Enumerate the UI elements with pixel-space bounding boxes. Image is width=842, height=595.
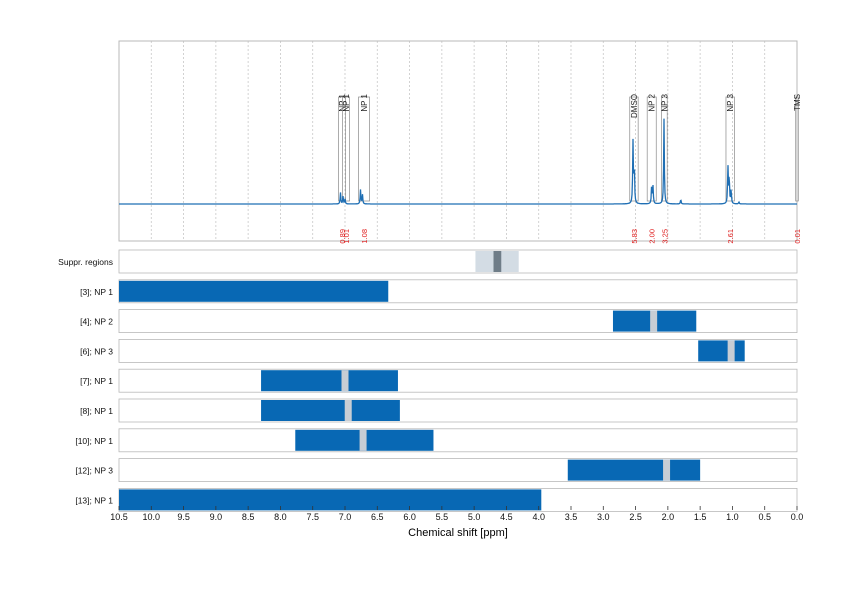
annotation-label: NP 1 xyxy=(360,93,369,111)
integral-value: 2.61 xyxy=(726,229,735,244)
range-bar xyxy=(261,400,400,421)
range-bar xyxy=(698,340,745,362)
row-label: [3]; NP 1 xyxy=(80,287,113,297)
x-tick-label: 4.0 xyxy=(532,512,545,522)
x-tick-label: 1.0 xyxy=(726,512,739,522)
x-tick-label: 10.5 xyxy=(110,512,128,522)
annotation-label: NP 3 xyxy=(726,93,735,111)
integral-value: 0.01 xyxy=(793,229,802,244)
row-frame xyxy=(118,368,798,393)
annotation-box xyxy=(725,96,735,202)
integral-value: 3.25 xyxy=(660,229,669,244)
x-axis-label: Chemical shift [ppm] xyxy=(408,527,508,539)
annotation-label: NP 2 xyxy=(648,93,657,111)
x-tick-label: 3.5 xyxy=(565,512,578,522)
row-label: [10]; NP 1 xyxy=(75,436,113,446)
row-label: [8]; NP 1 xyxy=(80,406,113,416)
annotation-box xyxy=(795,96,799,202)
row-label: [13]; NP 1 xyxy=(75,495,113,505)
row-label: [7]; NP 1 xyxy=(80,376,113,386)
x-tick-label: 9.0 xyxy=(210,512,223,522)
annotation-box xyxy=(646,96,657,202)
annotation-label: DMSO xyxy=(630,94,639,118)
range-bar xyxy=(119,280,389,302)
x-tick-label: 3.0 xyxy=(597,512,610,522)
row-frame xyxy=(118,338,798,363)
range-marker xyxy=(650,310,658,332)
annotation-label: NP 1 xyxy=(342,93,351,111)
range-bar xyxy=(119,489,542,511)
range-marker xyxy=(727,340,735,362)
range-marker xyxy=(341,370,349,392)
x-tick-label: 5.5 xyxy=(436,512,449,522)
integral-value: 1.01 xyxy=(342,229,351,244)
annotation-box xyxy=(358,96,370,202)
range-marker xyxy=(663,459,671,481)
annotation-label: NP 3 xyxy=(660,93,669,111)
row-label: [12]; NP 3 xyxy=(75,466,113,476)
integral-value: 5.83 xyxy=(630,229,639,244)
range-marker xyxy=(344,400,352,421)
x-tick-label: 6.5 xyxy=(371,512,384,522)
x-tick-label: 4.5 xyxy=(500,512,513,522)
spectrum-panel xyxy=(118,40,798,242)
integral-value: 2.00 xyxy=(648,229,657,244)
x-tick-label: 1.5 xyxy=(694,512,707,522)
x-tick-label: 6.0 xyxy=(403,512,416,522)
grid-lines xyxy=(118,41,798,241)
x-tick-label: 7.0 xyxy=(339,512,352,522)
x-tick-label: 5.0 xyxy=(468,512,481,522)
x-tick-label: 2.0 xyxy=(662,512,675,522)
annotation-box xyxy=(629,96,639,202)
range-bar xyxy=(261,370,398,392)
x-tick-label: 8.5 xyxy=(242,512,255,522)
integral-value: 0.89 xyxy=(338,229,347,244)
x-tick-label: 2.5 xyxy=(629,512,642,522)
row-frame xyxy=(118,398,798,423)
row-label: [4]; NP 2 xyxy=(80,317,113,327)
spectrum-line xyxy=(119,118,797,205)
row-label: Suppr. regions xyxy=(58,257,113,267)
integral-value: 1.08 xyxy=(360,229,369,244)
suppression-center xyxy=(493,251,502,272)
annotation-box xyxy=(661,96,668,202)
x-tick-label: 9.5 xyxy=(177,512,190,522)
row-frame xyxy=(118,249,798,274)
range-marker xyxy=(359,429,367,451)
range-bar xyxy=(567,459,701,481)
row-label: [6]; NP 3 xyxy=(80,346,113,356)
range-rows: Suppr. regions [3]; NP 1 [4]; NP 2 [6]; NP … xyxy=(58,249,798,512)
x-tick-label: 0.5 xyxy=(758,512,771,522)
row-frame xyxy=(118,428,798,453)
annotation-label: TMS xyxy=(793,94,802,111)
x-tick-label: 0.0 xyxy=(791,512,804,522)
x-axis: 10.5 10.0 9.5 9.0 8.5 8.0 7.5 7.0 6.5 6.0 5.5 5.0 4.… xyxy=(110,506,803,522)
x-tick-label: 8.0 xyxy=(274,512,287,522)
x-tick-label: 10.0 xyxy=(143,512,161,522)
x-tick-label: 7.5 xyxy=(306,512,319,522)
